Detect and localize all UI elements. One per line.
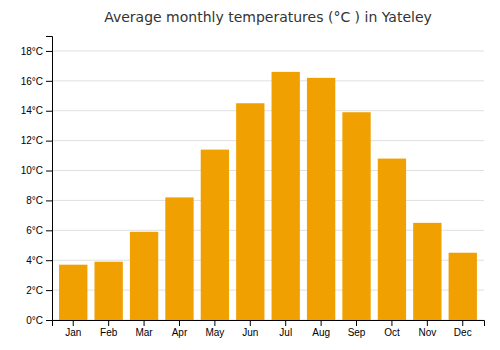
- bar: [236, 103, 264, 320]
- x-tick: Aug: [312, 320, 330, 338]
- tick-mark: [250, 320, 251, 326]
- x-tick: Sep: [348, 320, 366, 338]
- grid-line: [52, 50, 484, 51]
- tick-mark: [462, 320, 463, 326]
- x-tick: Mar: [135, 320, 153, 338]
- chart-container: 0°C 2°C 4°C 6°C 8°C 10°C 12°C 14°C 16°C 18°C Jan Fe…: [0, 0, 500, 350]
- tick-mark: [46, 111, 52, 112]
- tick-label: Jul: [279, 327, 292, 338]
- bar: [378, 159, 406, 320]
- plot-area: 0°C 2°C 4°C 6°C 8°C 10°C 12°C 14°C 16°C 18°C Jan Fe…: [21, 37, 485, 339]
- x-tick: Apr: [172, 320, 188, 338]
- tick-label: May: [205, 327, 224, 338]
- tick-label: 14°C: [21, 105, 43, 116]
- x-tick: May: [205, 320, 224, 338]
- grid: [52, 51, 484, 320]
- y-tick: 0°C: [26, 315, 52, 326]
- y-tick: 2°C: [26, 285, 52, 296]
- tick-mark: [46, 260, 52, 261]
- x-tick: Nov: [418, 320, 436, 338]
- bars: [59, 72, 477, 320]
- tick-label: 4°C: [26, 255, 43, 266]
- tick-label: 2°C: [26, 285, 43, 296]
- tick-mark: [108, 320, 109, 326]
- tick-mark: [391, 320, 392, 326]
- bar: [413, 223, 441, 320]
- tick-mark: [46, 320, 52, 321]
- tick-mark: [46, 51, 52, 52]
- y-tick: 4°C: [26, 255, 52, 266]
- y-tick: 14°C: [21, 105, 52, 116]
- bar: [201, 150, 229, 320]
- tick-label: 18°C: [21, 46, 43, 57]
- grid-line: [52, 170, 484, 171]
- x-tick: Dec: [454, 320, 472, 338]
- tick-label: Mar: [135, 327, 153, 338]
- tick-label: Dec: [454, 327, 472, 338]
- x-axis: Jan Feb Mar Apr May Jun Jul Aug Sep Oct Nov Dec: [53, 320, 485, 338]
- grid-line: [52, 140, 484, 141]
- tick-mark: [46, 141, 52, 142]
- y-tick: 16°C: [21, 76, 52, 87]
- bar: [342, 112, 370, 320]
- bar: [307, 78, 335, 320]
- x-tick: Jul: [279, 320, 292, 338]
- y-tick: 6°C: [26, 225, 52, 236]
- tick-mark: [321, 320, 322, 326]
- tick-label: Jun: [242, 327, 258, 338]
- y-tick: 12°C: [21, 135, 52, 146]
- grid-line: [52, 110, 484, 111]
- tick-label: Aug: [312, 327, 330, 338]
- tick-label: 10°C: [21, 165, 43, 176]
- tick-label: 0°C: [26, 315, 43, 326]
- y-tick: 10°C: [21, 165, 52, 176]
- tick-label: Apr: [172, 327, 188, 338]
- bar: [59, 265, 87, 320]
- tick-label: 6°C: [26, 225, 43, 236]
- y-tick: 18°C: [21, 46, 52, 57]
- tick-label: Feb: [100, 327, 118, 338]
- tick-label: Jan: [65, 327, 81, 338]
- tick-label: Sep: [348, 327, 366, 338]
- axis-domain: [53, 321, 485, 327]
- tick-mark: [356, 320, 357, 326]
- tick-label: 16°C: [21, 76, 43, 87]
- tick-mark: [179, 320, 180, 326]
- tick-label: Nov: [418, 327, 436, 338]
- bar: [94, 262, 122, 320]
- bar: [130, 232, 158, 320]
- tick-mark: [285, 320, 286, 326]
- grid-line: [52, 200, 484, 201]
- bar: [165, 197, 193, 320]
- axis-domain: [46, 37, 53, 321]
- x-tick: Jun: [242, 320, 258, 338]
- title: Average monthly temperatures (°C ) in Ya…: [104, 9, 432, 25]
- bar: [272, 72, 300, 320]
- tick-mark: [46, 171, 52, 172]
- tick-mark: [46, 200, 52, 201]
- tick-mark: [46, 290, 52, 291]
- bar: [449, 253, 477, 320]
- tick-mark: [144, 320, 145, 326]
- chart-svg: 0°C 2°C 4°C 6°C 8°C 10°C 12°C 14°C 16°C 18°C Jan Fe…: [0, 0, 500, 350]
- tick-label: 8°C: [26, 195, 43, 206]
- tick-label: 12°C: [21, 135, 43, 146]
- x-tick: Feb: [100, 320, 118, 338]
- tick-mark: [73, 320, 74, 326]
- y-axis: 0°C 2°C 4°C 6°C 8°C 10°C 12°C 14°C 16°C 18°C: [21, 37, 53, 326]
- y-tick: 8°C: [26, 195, 52, 206]
- x-tick: Jan: [65, 320, 81, 338]
- tick-mark: [46, 81, 52, 82]
- tick-mark: [46, 230, 52, 231]
- tick-label: Oct: [384, 327, 400, 338]
- tick-mark: [214, 320, 215, 326]
- tick-mark: [427, 320, 428, 326]
- x-tick: Oct: [384, 320, 400, 338]
- grid-line: [52, 80, 484, 81]
